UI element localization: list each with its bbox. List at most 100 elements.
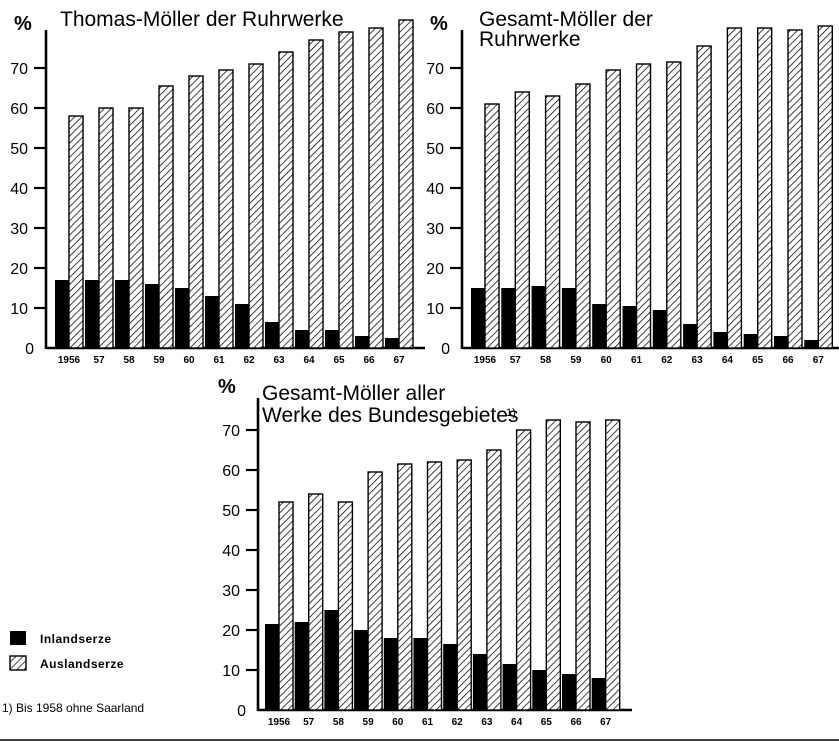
x-tick-label: 59: [153, 355, 165, 366]
bar-auslandserze: [278, 51, 294, 349]
chart-title: Thomas-Möller der Ruhrwerke: [60, 8, 344, 31]
bar-auslandserze: [158, 85, 174, 349]
bar-auslandserze: [817, 25, 833, 349]
chart-title-footnote-mark: 1): [506, 407, 516, 419]
bar-inlandserze: [294, 622, 309, 710]
bar-inlandserze: [324, 610, 339, 710]
x-tick-label: 60: [183, 355, 195, 366]
bar-auslandserze: [575, 83, 591, 349]
bar-auslandserze: [367, 471, 383, 711]
bar-auslandserze: [188, 75, 204, 349]
bar-auslandserze: [514, 91, 530, 349]
chart-marks: 0 10 20 30 40 50 60 70 1956 57 58 59 60 61 62 63 64 65 66 6…: [426, 25, 839, 366]
x-tick-label: 58: [540, 355, 552, 366]
chart-marks: 0 10 20 30 40 50 60 70 1956 57 58 59 60 61 62 63 64 65 66 6…: [222, 398, 632, 728]
bar-auslandserze: [278, 501, 294, 711]
bar-inlandserze: [295, 330, 309, 348]
x-tick-label: 65: [752, 355, 764, 366]
x-tick-label: 64: [303, 355, 315, 366]
x-tick-label: 63: [481, 717, 493, 728]
bar-auslandserze: [635, 63, 652, 349]
y-unit-label: %: [14, 13, 32, 35]
x-tick-label: 58: [333, 717, 345, 728]
x-tick-label: 59: [363, 717, 375, 728]
x-tick-label: 64: [722, 355, 734, 366]
bar-inlandserze: [683, 324, 698, 348]
x-tick-label: 57: [303, 717, 315, 728]
bar-auslandserze: [666, 61, 682, 349]
y-tick-label: 60: [10, 101, 28, 118]
bar-inlandserze: [354, 630, 369, 710]
bar-auslandserze: [787, 29, 803, 349]
legend-label-inland: Inlandserze: [40, 632, 112, 646]
x-tick-label: 58: [123, 355, 135, 366]
x-tick-label: 63: [273, 355, 285, 366]
x-tick-label: 66: [782, 355, 794, 366]
bar-auslandserze: [248, 63, 264, 349]
x-tick-label: 62: [661, 355, 673, 366]
x-tick-label: 65: [333, 355, 345, 366]
bar-auslandserze: [398, 19, 414, 349]
bar-inlandserze: [743, 334, 758, 348]
y-tick-label: 10: [426, 301, 444, 318]
legend-swatch-inland: [10, 631, 26, 645]
x-tick-label: 61: [631, 355, 643, 366]
y-tick-label: 50: [426, 141, 444, 158]
bar-inlandserze: [562, 674, 576, 710]
x-tick-label: 60: [392, 717, 404, 728]
x-tick-label: 1956: [58, 355, 81, 366]
y-tick-label: 0: [441, 341, 450, 358]
y-tick-label: 40: [10, 181, 28, 198]
y-unit-label: %: [218, 376, 236, 398]
bar-inlandserze: [355, 336, 369, 348]
legend: Inlandserze Auslandserze: [9, 631, 124, 671]
bar-inlandserze: [145, 284, 159, 348]
y-tick-label: 70: [10, 61, 28, 78]
bar-auslandserze: [68, 115, 84, 349]
x-tick-label: 63: [692, 355, 704, 366]
legend-label-ausland: Auslandserze: [40, 657, 124, 671]
bar-inlandserze: [532, 670, 547, 710]
y-tick-label: 10: [10, 301, 28, 318]
y-tick-label: 0: [237, 703, 246, 720]
bar-auslandserze: [426, 461, 443, 711]
bar-inlandserze: [502, 664, 517, 710]
bar-inlandserze: [774, 336, 788, 348]
bar-auslandserze: [456, 459, 472, 711]
chart-title: Gesamt-Möller aller Werke des Bundesgebie…: [262, 382, 518, 427]
x-tick-label: 62: [243, 355, 255, 366]
bar-inlandserze: [205, 296, 219, 348]
y-tick-label: 30: [426, 221, 444, 238]
x-tick-label: 64: [511, 717, 523, 728]
x-tick-label: 61: [422, 717, 434, 728]
bar-auslandserze: [484, 103, 500, 349]
bar-inlandserze: [265, 322, 279, 348]
x-tick-label: 61: [213, 355, 225, 366]
chart-gesamt-moeller-bundesgebiet: % Gesamt-Möller aller Werke des Bundesgeb…: [218, 376, 632, 728]
bar-auslandserze: [98, 107, 114, 349]
x-tick-label: 67: [393, 355, 405, 366]
y-tick-label: 70: [426, 61, 444, 78]
bar-auslandserze: [726, 27, 743, 349]
bar-auslandserze: [757, 27, 773, 349]
bar-auslandserze: [575, 421, 591, 711]
bar-inlandserze: [652, 310, 667, 348]
bar-inlandserze: [501, 288, 516, 348]
bar-auslandserze: [486, 449, 502, 711]
y-tick-label: 20: [426, 261, 444, 278]
chart-marks: 0 10 20 30 40 50 60 70 1956 57 58 59 60 61 62 63 64 65 66 6…: [10, 19, 425, 366]
bar-auslandserze: [308, 493, 324, 711]
x-tick-label: 67: [813, 355, 825, 366]
chart-gesamt-moeller-ruhrwerke: % Gesamt-Möller der Ruhrwerke 0 10 20 30 40 50…: [426, 8, 839, 366]
bar-auslandserze: [515, 429, 532, 711]
bar-inlandserze: [622, 306, 637, 348]
bar-inlandserze: [115, 280, 129, 348]
bar-inlandserze: [471, 288, 485, 348]
bar-inlandserze: [175, 288, 189, 348]
y-tick-label: 50: [10, 141, 28, 158]
x-tick-label: 57: [510, 355, 522, 366]
bar-inlandserze: [413, 638, 428, 710]
y-unit-label: %: [430, 13, 448, 35]
bar-auslandserze: [544, 95, 561, 349]
